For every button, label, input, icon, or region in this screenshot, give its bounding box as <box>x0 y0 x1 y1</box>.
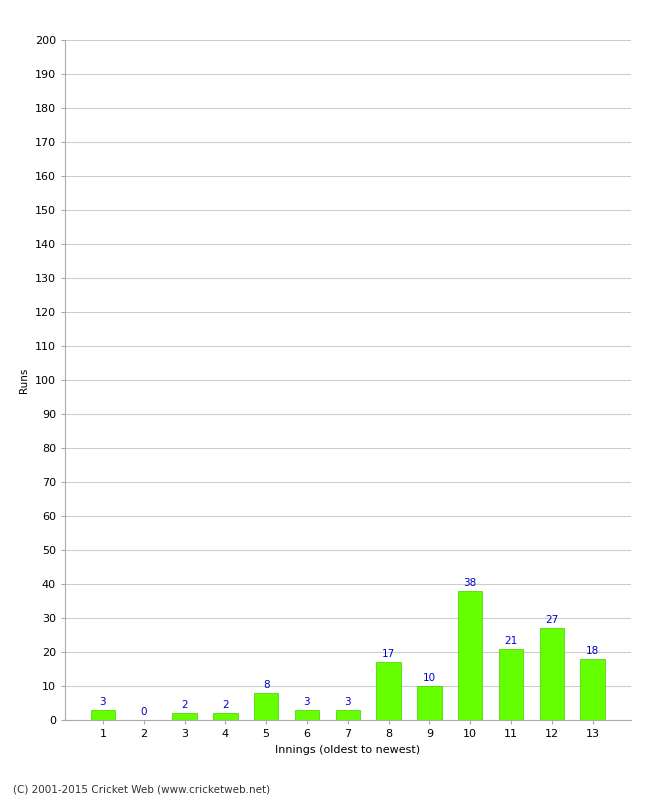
Bar <box>254 693 278 720</box>
Bar <box>213 714 238 720</box>
Text: 3: 3 <box>344 697 351 707</box>
Text: 10: 10 <box>422 674 436 683</box>
Bar <box>417 686 441 720</box>
Text: 2: 2 <box>222 701 229 710</box>
Text: 3: 3 <box>304 697 310 707</box>
Text: 27: 27 <box>545 615 558 626</box>
Bar <box>172 714 197 720</box>
Text: 3: 3 <box>99 697 106 707</box>
Bar <box>335 710 360 720</box>
Bar <box>376 662 401 720</box>
Bar <box>580 659 605 720</box>
Text: 8: 8 <box>263 680 270 690</box>
Text: 38: 38 <box>463 578 477 588</box>
Bar <box>458 590 482 720</box>
Bar <box>499 649 523 720</box>
Text: (C) 2001-2015 Cricket Web (www.cricketweb.net): (C) 2001-2015 Cricket Web (www.cricketwe… <box>13 784 270 794</box>
X-axis label: Innings (oldest to newest): Innings (oldest to newest) <box>275 745 421 754</box>
Text: 0: 0 <box>140 707 147 718</box>
Text: 21: 21 <box>504 636 517 646</box>
Text: 17: 17 <box>382 650 395 659</box>
Y-axis label: Runs: Runs <box>20 367 29 393</box>
Text: 18: 18 <box>586 646 599 656</box>
Bar <box>294 710 319 720</box>
Bar <box>540 628 564 720</box>
Text: 2: 2 <box>181 701 188 710</box>
Bar <box>91 710 115 720</box>
